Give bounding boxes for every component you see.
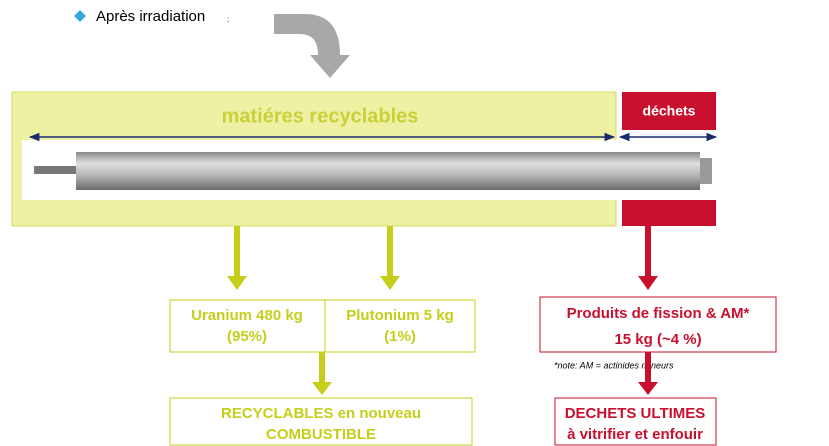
plutonium-text: Plutonium 5 kg: [346, 307, 454, 324]
rod-end: [34, 166, 76, 174]
diagram: Après irradiation : matiéres recyclables…: [0, 0, 829, 446]
rod-end: [700, 158, 712, 184]
uranium-text: (95%): [227, 328, 267, 345]
fuel-rod: [76, 152, 700, 190]
recyclables-text: COMBUSTIBLE: [266, 426, 376, 443]
waste-text: DECHETS ULTIMES: [565, 405, 706, 422]
waste-label: déchets: [643, 103, 696, 119]
down-arrow: [638, 226, 658, 290]
recyclables-text: RECYCLABLES en nouveau: [221, 405, 421, 422]
waste-text: à vitrifier et enfouir: [567, 426, 703, 443]
plutonium-text: (1%): [384, 328, 416, 345]
down-arrow: [638, 352, 658, 395]
bullet-colon: :: [227, 15, 229, 24]
fission-text: 15 kg (~4 %): [614, 331, 701, 348]
down-arrow: [380, 226, 400, 290]
note: *note: AM = actinides mineurs: [554, 360, 674, 370]
curved-arrow: [274, 14, 350, 78]
fission-text: Produits de fission & AM*: [567, 305, 750, 322]
waste-zone-bottom: [622, 200, 716, 226]
down-arrow: [312, 352, 332, 395]
bullet-text: Après irradiation: [96, 8, 205, 25]
bullet-icon: [74, 10, 86, 22]
uranium-text: Uranium 480 kg: [191, 307, 303, 324]
down-arrow: [227, 226, 247, 290]
recyclable-label: matiéres recyclables: [222, 105, 419, 127]
